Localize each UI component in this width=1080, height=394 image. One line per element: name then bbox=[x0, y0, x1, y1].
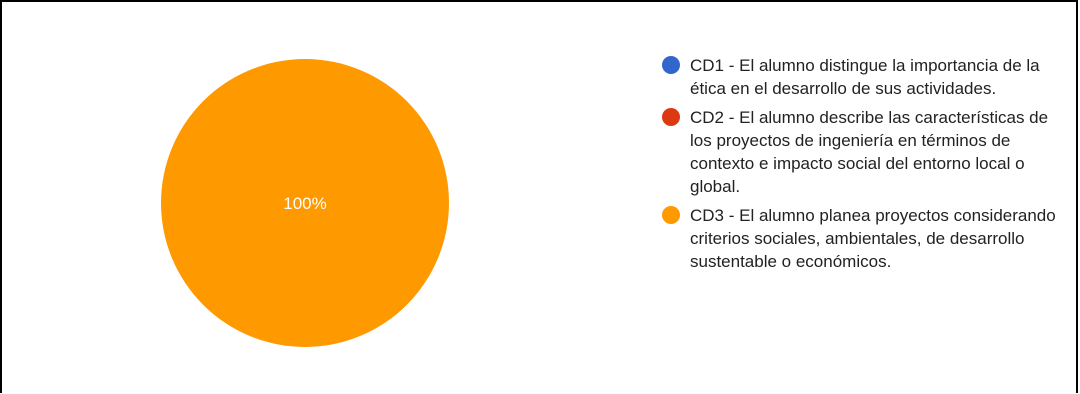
legend-item-cd2[interactable]: CD2 - El alumno describe las característ… bbox=[662, 106, 1072, 198]
legend-label-cd3: CD3 - El alumno planea proyectos conside… bbox=[690, 206, 1056, 271]
pie-svg: 100% bbox=[161, 59, 449, 347]
legend-item-cd3[interactable]: CD3 - El alumno planea proyectos conside… bbox=[662, 204, 1072, 273]
legend-swatch-cd3 bbox=[662, 206, 680, 224]
legend-label-cd1: CD1 - El alumno distingue la importancia… bbox=[690, 56, 1040, 98]
legend-swatch-cd2 bbox=[662, 108, 680, 126]
legend-label-cd2: CD2 - El alumno describe las característ… bbox=[690, 108, 1049, 196]
pie-slice-label-3: 100% bbox=[283, 194, 326, 213]
pie-slice-3[interactable] bbox=[161, 59, 449, 347]
pie-chart: 100% bbox=[160, 58, 450, 348]
legend: CD1 - El alumno distingue la importancia… bbox=[662, 54, 1072, 279]
legend-swatch-cd1 bbox=[662, 56, 680, 74]
legend-item-cd1[interactable]: CD1 - El alumno distingue la importancia… bbox=[662, 54, 1072, 100]
